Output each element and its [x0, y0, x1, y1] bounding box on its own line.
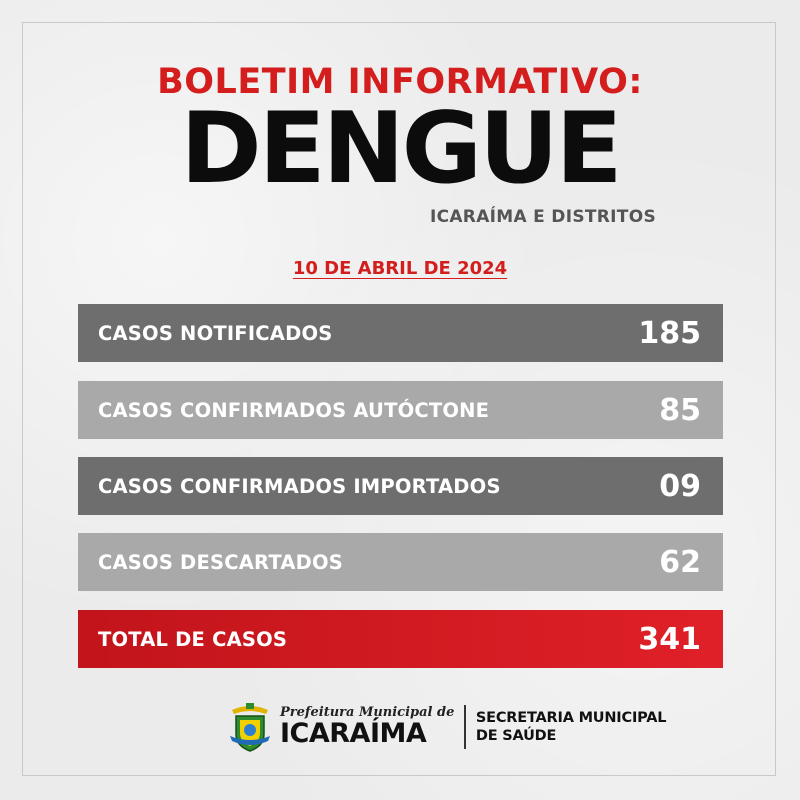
secretaria-line-2: DE SAÚDE [475, 728, 557, 744]
row-label: TOTAL DE CASOS [98, 627, 288, 651]
municipal-crest-icon [230, 703, 270, 752]
bulletin-kicker: BOLETIM INFORMATIVO: [157, 62, 643, 102]
row-label: CASOS NOTIFICADOS [98, 321, 333, 345]
row-value: 85 [659, 392, 701, 428]
bulletin-subtitle: ICARAÍMA E DISTRITOS [429, 207, 656, 227]
footer-divider [464, 705, 466, 749]
secretaria-label: SECRETARIA MUNICIPAL DE SAÚDE [475, 709, 667, 745]
secretaria-line-1: SECRETARIA MUNICIPAL [475, 709, 667, 726]
row-label: CASOS CONFIRMADOS AUTÓCTONE [98, 398, 490, 422]
row-value: 09 [659, 468, 701, 504]
prefeitura-logo-text: Prefeitura Municipal de ICARAÍMA [280, 705, 454, 748]
row-value: 62 [659, 544, 701, 580]
row-value: 185 [638, 315, 701, 351]
bulletin-title: DENGUE [180, 92, 622, 206]
prefeitura-label: Prefeitura Municipal de [280, 705, 455, 721]
row-casos-notificados: CASOS NOTIFICADOS 185 [78, 304, 723, 362]
row-casos-confirmados-importados: CASOS CONFIRMADOS IMPORTADOS 09 [78, 457, 723, 515]
border-frame [22, 22, 776, 776]
row-value: 341 [638, 621, 701, 657]
prefeitura-name: ICARAÍMA [280, 718, 427, 750]
row-casos-confirmados-autoctone: CASOS CONFIRMADOS AUTÓCTONE 85 [78, 381, 723, 439]
row-label: CASOS DESCARTADOS [98, 550, 344, 574]
row-casos-descartados: CASOS DESCARTADOS 62 [78, 533, 723, 591]
row-label: CASOS CONFIRMADOS IMPORTADOS [98, 474, 501, 498]
bulletin-date: 10 DE ABRIL DE 2024 [292, 258, 508, 279]
footer: Prefeitura Municipal de ICARAÍMA SECRETA… [226, 700, 666, 754]
row-total-de-casos: TOTAL DE CASOS 341 [78, 610, 723, 668]
